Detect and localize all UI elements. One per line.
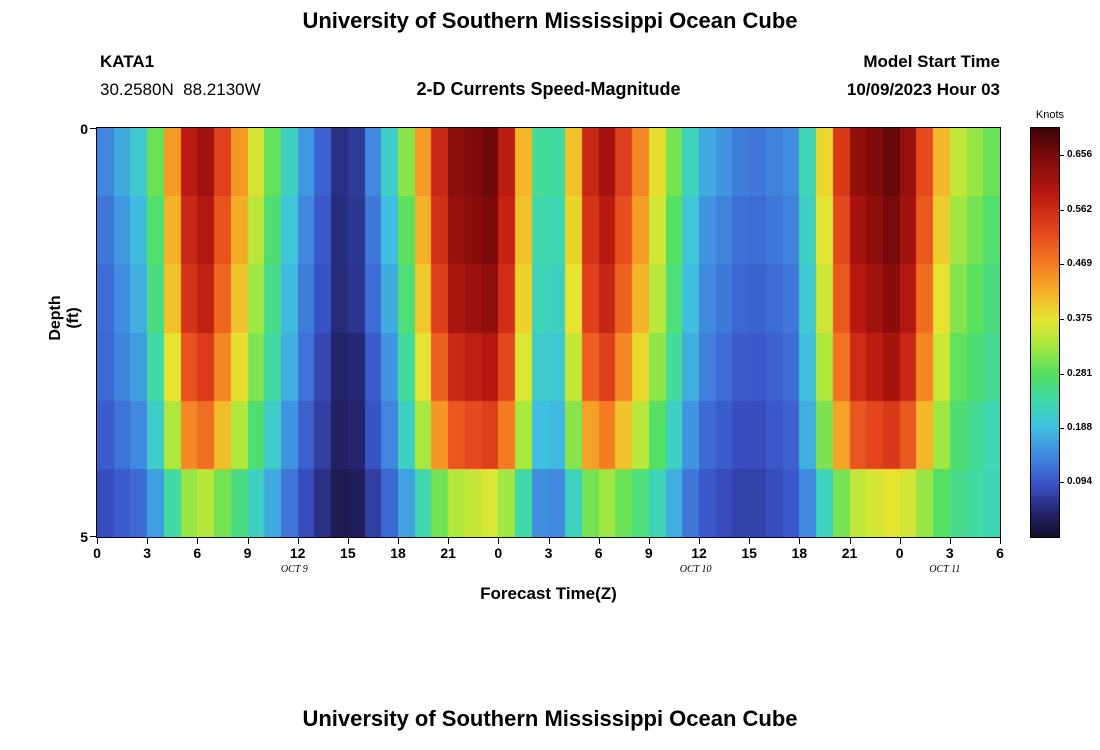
- x-tick-mark: [548, 538, 550, 544]
- colorbar-gradient: [1031, 128, 1059, 537]
- date-label: OCT 10: [679, 564, 712, 575]
- date-label: OCT 11: [929, 564, 961, 575]
- y-tick-label-0: 0: [80, 121, 88, 137]
- x-tick-label: 0: [895, 545, 904, 561]
- colorbar-tick-label: 0.375: [1067, 313, 1093, 324]
- x-tick-mark: [1000, 538, 1001, 544]
- x-tick-label: 18: [791, 545, 808, 561]
- x-tick-label: 21: [440, 545, 456, 561]
- y-tick-label-5: 5: [80, 529, 88, 545]
- x-tick-mark: [799, 538, 801, 544]
- x-tick-mark: [749, 538, 751, 544]
- station-coordinates: 30.2580N 88.2130W: [100, 80, 261, 99]
- x-tick-label: 15: [741, 545, 757, 561]
- x-tick-label: 12: [691, 545, 707, 561]
- x-tick-label: 3: [143, 545, 152, 561]
- x-tick-mark: [699, 538, 700, 544]
- x-tick-label: 3: [544, 545, 553, 561]
- x-tick-mark: [448, 538, 450, 544]
- colorbar-tick-label: 0.469: [1067, 258, 1093, 269]
- x-axis-label: Forecast Time(Z): [480, 584, 617, 603]
- colorbar-tick-label: 0.281: [1067, 368, 1093, 379]
- x-tick-label: 18: [390, 545, 406, 561]
- x-tick-mark: [147, 538, 149, 544]
- x-tick-label: 9: [243, 545, 252, 561]
- x-tick-label: 6: [996, 545, 1004, 561]
- colorbar-tick-label: 0.188: [1067, 422, 1093, 433]
- colorbar-tick-mark: [1060, 428, 1064, 429]
- colorbar-units-label: Knots: [1035, 109, 1065, 121]
- x-tick-mark: [949, 538, 951, 544]
- colorbar: [1030, 127, 1060, 538]
- colorbar-tick-mark: [1060, 210, 1064, 211]
- y-axis-label: Depth (ft): [47, 295, 82, 341]
- x-tick-mark: [598, 538, 600, 544]
- colorbar-tick-label: 0.562: [1067, 204, 1093, 215]
- x-tick-label: 0: [494, 545, 503, 561]
- x-tick-label: 12: [289, 545, 306, 561]
- x-tick-mark: [97, 538, 98, 544]
- colorbar-tick-mark: [1060, 482, 1064, 483]
- heatmap-plot-area: [96, 127, 1001, 538]
- x-tick-mark: [297, 538, 299, 544]
- y-tick-mark-top: [90, 128, 96, 129]
- x-tick-mark: [247, 538, 249, 544]
- x-tick-mark: [849, 538, 851, 544]
- model-start-time-value: 10/09/2023 Hour 03: [846, 80, 1000, 99]
- colorbar-tick-mark: [1060, 264, 1064, 265]
- colorbar-tick-mark: [1060, 155, 1064, 156]
- currents-heatmap-canvas: [97, 128, 1000, 537]
- colorbar-tick-label: 0.656: [1067, 149, 1093, 160]
- x-tick-mark: [347, 538, 349, 544]
- plot-title: 2-D Currents Speed-Magnitude: [416, 79, 681, 99]
- x-tick-label: 21: [841, 545, 858, 561]
- x-tick-label: 9: [644, 545, 653, 561]
- page-title: University of Southern Mississippi Ocean…: [302, 8, 798, 33]
- second-chart-title: University of Southern Mississippi Ocean…: [302, 706, 798, 731]
- x-tick-label: 0: [93, 545, 101, 561]
- y-tick-mark-bottom: [90, 536, 96, 537]
- model-start-time-label: Model Start Time: [863, 52, 1000, 71]
- colorbar-tick-label: 0.094: [1067, 476, 1093, 487]
- x-tick-label: 15: [340, 545, 356, 561]
- date-label: OCT 9: [280, 564, 308, 575]
- x-tick-mark: [899, 538, 901, 544]
- x-tick-label: 6: [594, 545, 603, 561]
- x-tick-label: 6: [193, 545, 202, 561]
- colorbar-tick-mark: [1060, 319, 1064, 320]
- x-tick-mark: [197, 538, 199, 544]
- x-tick-mark: [648, 538, 650, 544]
- x-tick-mark: [498, 538, 500, 544]
- x-tick-mark: [398, 538, 399, 544]
- x-tick-label: 3: [945, 545, 954, 561]
- station-id: KATA1: [100, 52, 155, 71]
- colorbar-tick-mark: [1060, 374, 1064, 375]
